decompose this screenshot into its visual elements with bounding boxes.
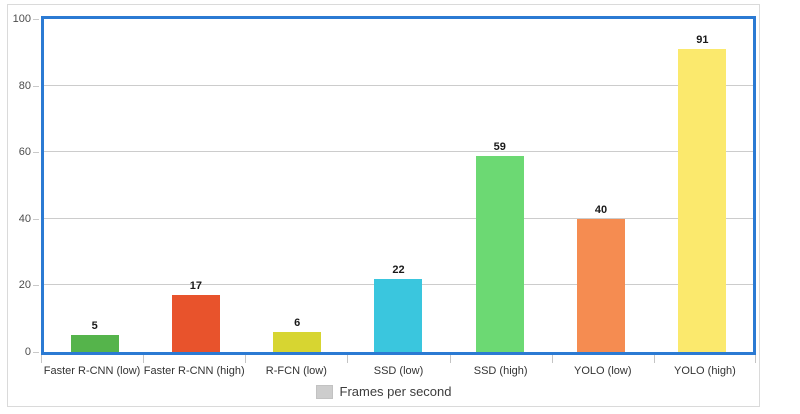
bar[interactable] [475,155,524,352]
gridline-80 [44,84,753,86]
gridline-60 [44,151,753,153]
x-category-label: SSD (low) [373,365,424,377]
bar-value-label: 17 [189,280,203,293]
bar-group-6: 91 [652,19,753,352]
bar-group-5: 40 [550,19,651,352]
x-tick-mark [449,355,451,363]
legend-swatch-icon [315,384,333,399]
bar-group-0: 5 [44,19,145,352]
bar-value-label: 59 [493,140,506,153]
bar-group-4: 59 [449,19,550,352]
x-tick-mark [653,355,655,363]
x-category-label: Faster R-CNN (high) [143,365,245,377]
y-tick-label: 60 [18,146,31,159]
x-axis-labels: Faster R-CNN (low) Faster R-CNN (high) R-F… [41,364,756,379]
y-tick-mark [33,285,39,287]
bar-value-label: 5 [91,320,98,333]
legend: Frames per second [8,384,759,399]
y-tick-label: 80 [18,79,31,92]
y-tick-label: 100 [12,13,31,25]
x-category-label: SSD (high) [473,365,528,377]
plot-area: 5 17 6 22 59 40 91 [41,16,756,355]
bar-group-3: 22 [348,19,449,352]
y-tick-mark [33,152,39,154]
bar[interactable] [577,218,626,352]
bar[interactable] [273,332,322,352]
x-tick-mark [755,355,756,363]
legend-label: Frames per second [339,384,452,399]
y-axis: 0 20 40 60 80 100 [8,13,40,358]
x-category-label: R-FCN (low) [265,365,327,377]
x-category-label: YOLO (low) [574,365,632,377]
bar-value-label: 22 [392,263,405,276]
y-tick-mark [33,218,39,220]
x-tick-mark [143,355,145,363]
bar-value-label: 91 [696,33,709,46]
y-tick-label: 20 [18,279,31,292]
chart-frame: 0 20 40 60 80 100 5 17 6 22 59 40 91 Faster R-CNN (… [7,4,760,407]
y-tick-label: 40 [18,212,31,225]
bar-value-label: 40 [594,203,608,216]
bar[interactable] [171,295,220,352]
y-tick-mark [33,85,39,87]
bars-row: 5 17 6 22 59 40 91 [44,19,753,352]
bar-value-label: 6 [294,317,301,330]
bar-group-2: 6 [247,19,348,352]
bar-group-1: 17 [145,19,246,352]
x-category-label: Faster R-CNN (low) [43,365,141,377]
gridline-40 [44,217,753,219]
x-tick-mark [551,355,553,363]
x-category-label: YOLO (high) [674,365,736,377]
x-tick-mark [347,355,349,363]
x-axis-ticks [41,355,756,363]
bar[interactable] [678,48,727,352]
y-tick-mark [33,19,39,20]
y-tick-label: 0 [24,346,31,358]
y-tick-mark [33,352,39,353]
x-tick-mark [41,355,42,363]
bar[interactable] [70,335,119,352]
bar[interactable] [374,278,423,352]
x-tick-mark [245,355,247,363]
